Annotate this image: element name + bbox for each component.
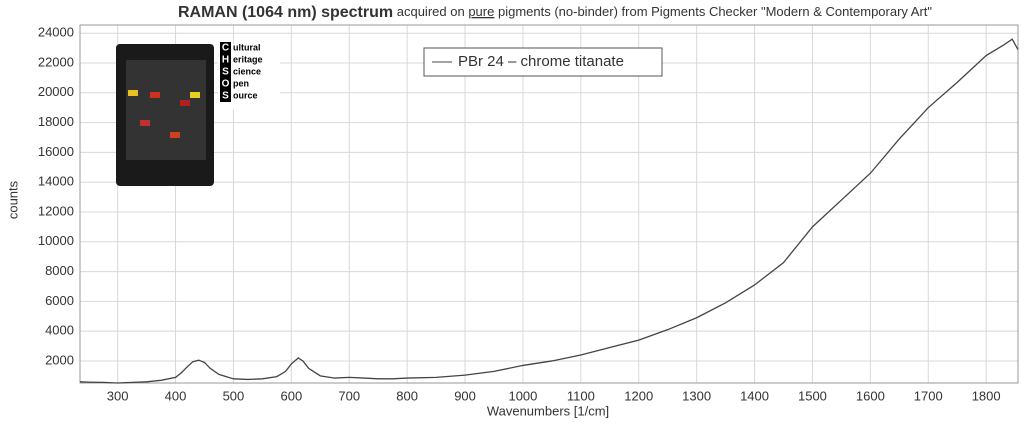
legend-label: PBr 24 – chrome titanate xyxy=(458,53,624,70)
subtitle-emphasis: pure xyxy=(468,4,494,19)
y-tick-label: 10000 xyxy=(38,233,74,248)
x-tick-label: 1700 xyxy=(914,388,943,403)
x-tick-label: 1300 xyxy=(682,388,711,403)
logo-letter: C xyxy=(222,43,229,54)
x-tick-label: 400 xyxy=(165,388,187,403)
legend xyxy=(423,47,663,77)
logo-letter-box xyxy=(220,54,231,66)
grid: 300 400 500 600 700 800 900 1000 1100 1200 1300 140… xyxy=(38,25,1018,403)
y-tick-label: 22000 xyxy=(38,54,74,69)
x-tick-label: 1800 xyxy=(972,388,1001,403)
swatch xyxy=(190,92,200,98)
swatch xyxy=(180,100,190,106)
y-tick-label: 14000 xyxy=(38,174,74,189)
swatch xyxy=(170,132,180,138)
subtitle: acquired on xyxy=(397,4,465,19)
subtitle: pigments (no-binder) from Pigments Check… xyxy=(498,4,932,19)
logo-letter-box xyxy=(220,42,231,54)
x-tick-label: 1400 xyxy=(740,388,769,403)
x-tick-label: 1200 xyxy=(624,388,653,403)
swatch xyxy=(150,92,160,98)
y-tick-label: 8000 xyxy=(45,263,74,278)
x-tick-label: 800 xyxy=(396,388,418,403)
y-tick-label: 4000 xyxy=(45,323,74,338)
logo-letter-box xyxy=(220,90,231,102)
logo-word: eritage xyxy=(233,54,263,64)
logo-letter: S xyxy=(222,91,229,102)
x-axis-label: Wavenumbers [1/cm] xyxy=(487,403,609,418)
spectrum-line xyxy=(79,38,1019,384)
logo-letter: S xyxy=(222,67,229,78)
logo-word: cience xyxy=(233,66,261,76)
y-tick-label: 18000 xyxy=(38,114,74,129)
chart-title-line: RAMAN (1064 nm) spectrum acquired on pur… xyxy=(178,4,932,21)
y-tick-label: 16000 xyxy=(38,144,74,159)
y-tick-label: 2000 xyxy=(45,352,74,367)
x-tick-label: 500 xyxy=(223,388,245,403)
x-tick-label: 300 xyxy=(107,388,129,403)
x-tick-label: 1100 xyxy=(567,388,595,403)
logo-letter: H xyxy=(222,55,229,66)
x-tick-label: 1000 xyxy=(508,388,537,403)
logo-word: ultural xyxy=(233,42,261,52)
logo-letter-box xyxy=(220,66,231,78)
plot-frame xyxy=(79,24,1019,384)
swatch-grid xyxy=(126,60,206,160)
logo-letter: O xyxy=(222,79,230,90)
y-axis-label: counts xyxy=(5,180,20,219)
x-tick-label: 600 xyxy=(280,388,302,403)
plot xyxy=(79,38,1019,384)
y-tick-label: 20000 xyxy=(38,84,74,99)
logo-word: ource xyxy=(233,90,258,100)
y-tick-label: 6000 xyxy=(45,293,74,308)
logo-letter-box xyxy=(220,78,231,90)
inset-photo xyxy=(116,44,280,186)
x-tick-label: 900 xyxy=(454,388,476,403)
swatch xyxy=(128,90,138,96)
x-tick-label: 1500 xyxy=(798,388,827,403)
chart-title: RAMAN (1064 nm) spectrum xyxy=(178,4,393,21)
y-tick-label: 24000 xyxy=(38,25,74,40)
x-tick-label: 700 xyxy=(338,388,360,403)
x-tick-label: 1600 xyxy=(856,388,885,403)
logo-word: pen xyxy=(233,78,249,88)
y-tick-label: 12000 xyxy=(38,203,74,218)
swatch xyxy=(140,120,150,126)
